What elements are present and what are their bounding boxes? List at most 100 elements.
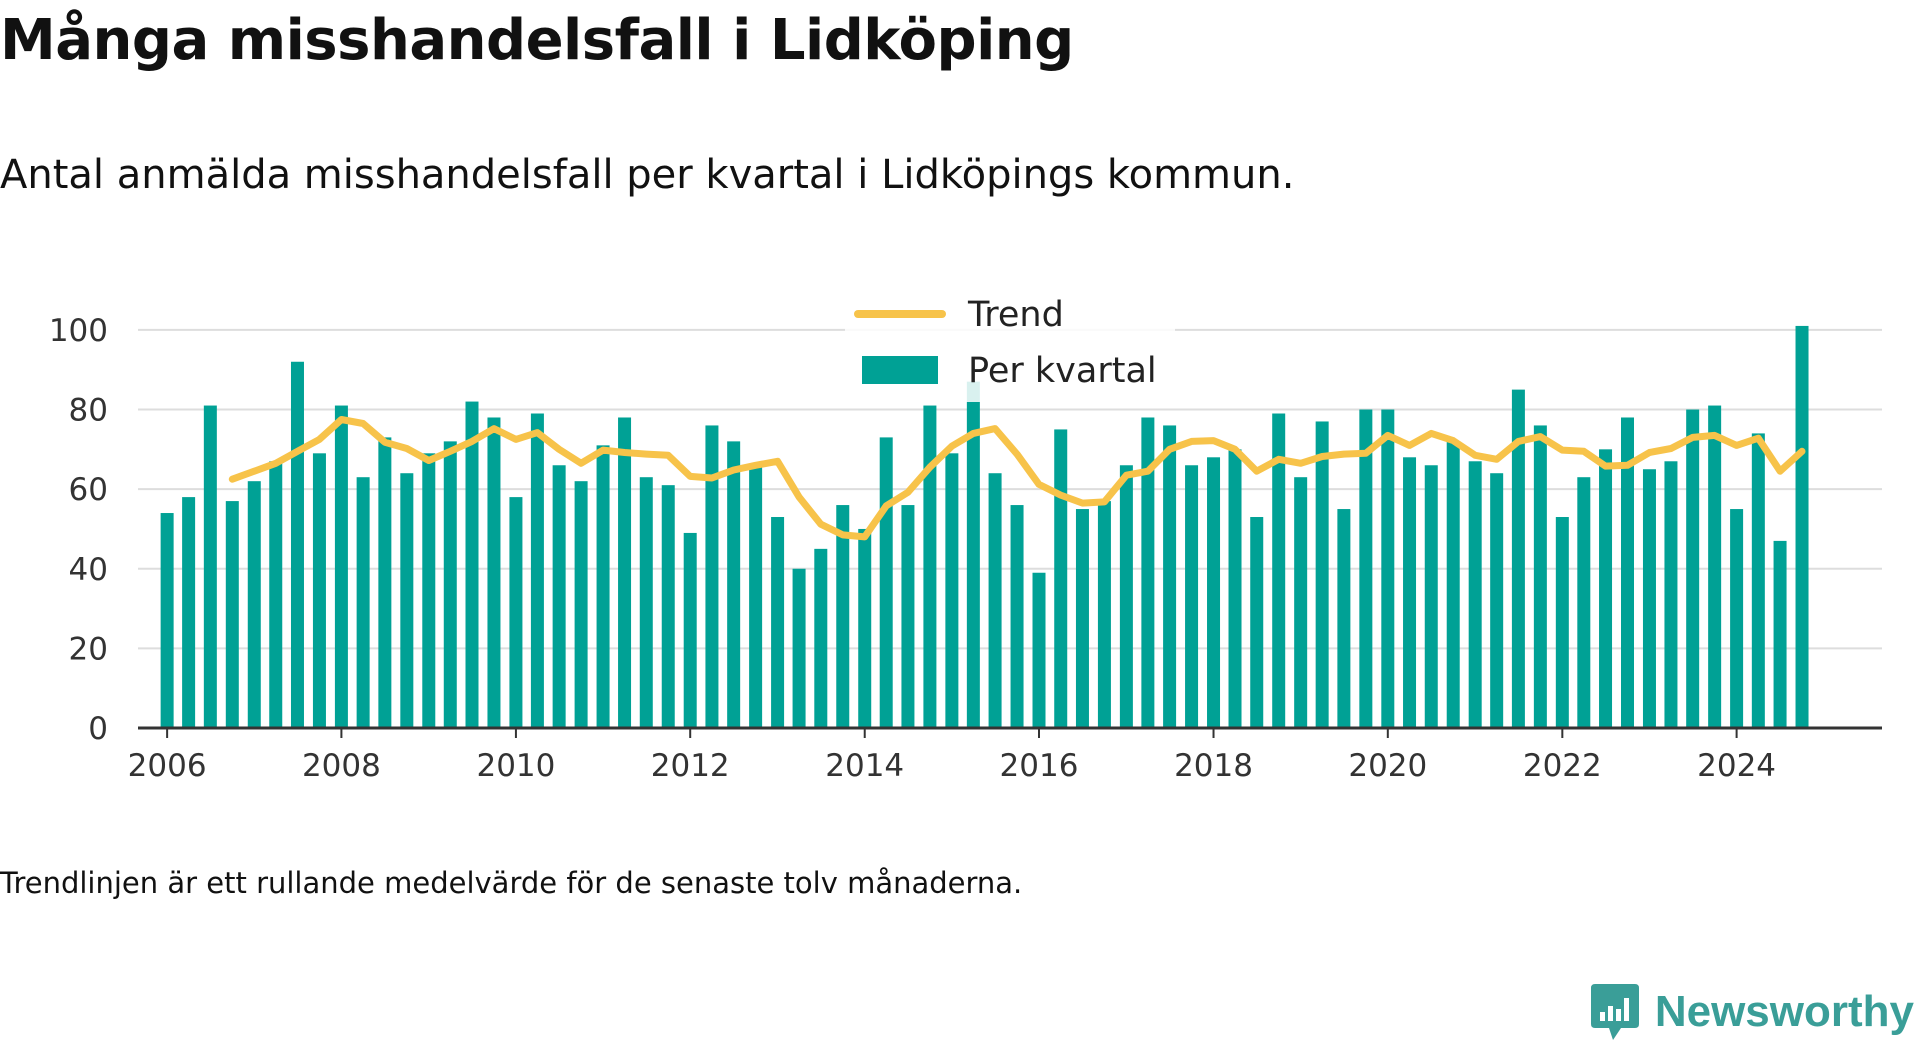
bar-per-kvartal[interactable] (1207, 457, 1221, 728)
bar-per-kvartal[interactable] (1010, 505, 1024, 728)
footnote: Trendlinjen är ett rullande medelvärde f… (0, 866, 1023, 900)
bar-per-kvartal[interactable] (1577, 477, 1591, 728)
bar-per-kvartal[interactable] (879, 437, 893, 728)
bar-per-kvartal[interactable] (858, 528, 872, 728)
y-tick-label: 80 (69, 393, 108, 429)
bar-per-kvartal[interactable] (1032, 572, 1046, 728)
brand-name: Newsworthy (1654, 987, 1914, 1036)
bar-per-kvartal[interactable] (618, 417, 632, 728)
bar-per-kvartal[interactable] (1119, 465, 1133, 728)
bar-per-kvartal[interactable] (1468, 461, 1482, 728)
bar-per-kvartal[interactable] (1533, 425, 1547, 728)
bar-per-kvartal[interactable] (1446, 441, 1460, 728)
bar-per-kvartal[interactable] (1555, 517, 1569, 728)
bar-per-kvartal[interactable] (574, 481, 588, 728)
bar-series (160, 325, 1809, 728)
bar-per-kvartal[interactable] (378, 437, 392, 728)
bar-per-kvartal[interactable] (356, 477, 370, 728)
bar-per-kvartal[interactable] (1424, 465, 1438, 728)
bar-per-kvartal[interactable] (661, 485, 675, 728)
bar-per-kvartal[interactable] (1642, 469, 1656, 728)
chart-subtitle: Antal anmälda misshandelsfall per kvarta… (0, 152, 1295, 198)
bar-per-kvartal[interactable] (1686, 409, 1700, 728)
bar-per-kvartal[interactable] (988, 473, 1002, 728)
legend-bar-swatch (862, 356, 938, 384)
bar-per-kvartal[interactable] (1490, 473, 1504, 728)
bar-per-kvartal[interactable] (1315, 421, 1329, 728)
bar-per-kvartal[interactable] (269, 461, 283, 728)
bar-per-kvartal[interactable] (1730, 509, 1744, 728)
bar-per-kvartal[interactable] (530, 413, 544, 728)
bar-per-kvartal[interactable] (901, 505, 915, 728)
bar-per-kvartal[interactable] (1795, 325, 1809, 728)
x-tick-label: 2020 (1348, 748, 1427, 784)
bar-per-kvartal[interactable] (1163, 425, 1177, 728)
bar-per-kvartal[interactable] (683, 532, 697, 728)
bar-per-kvartal[interactable] (836, 505, 850, 728)
x-tick-label: 2018 (1174, 748, 1253, 784)
axes: 0 20 40 60 80 100 2006 2008 2010 2012 2014 2016 2018… (49, 313, 1882, 784)
newsworthy-logo-icon (1590, 984, 1639, 1040)
bar-per-kvartal[interactable] (1294, 477, 1308, 728)
x-tick-label: 2022 (1523, 748, 1602, 784)
bar-per-kvartal[interactable] (923, 405, 937, 728)
bar-per-kvartal[interactable] (443, 441, 457, 728)
chart-area: 0 20 40 60 80 100 2006 2008 2010 2012 2014 2016 2018… (49, 290, 1882, 784)
legend[interactable]: Trend Per kvartal (845, 290, 1175, 402)
bar-per-kvartal[interactable] (596, 445, 610, 728)
bar-per-kvartal[interactable] (1751, 433, 1765, 728)
bar-per-kvartal[interactable] (203, 405, 217, 728)
bar-per-kvartal[interactable] (247, 481, 261, 728)
bar-per-kvartal[interactable] (1664, 461, 1678, 728)
brand[interactable]: Newsworthy (1589, 982, 1914, 1042)
trend-series (228, 416, 1806, 541)
bar-per-kvartal[interactable] (400, 473, 414, 728)
bar-per-kvartal[interactable] (334, 405, 348, 728)
bar-per-kvartal[interactable] (1511, 389, 1525, 728)
bar-per-kvartal[interactable] (312, 453, 326, 728)
bar-per-kvartal[interactable] (1403, 457, 1417, 728)
bar-per-kvartal[interactable] (1621, 417, 1635, 728)
bar-per-kvartal[interactable] (792, 568, 806, 728)
bar-per-kvartal[interactable] (1708, 405, 1722, 728)
x-tick-label: 2014 (825, 748, 904, 784)
bar-per-kvartal[interactable] (465, 401, 479, 728)
bar-per-kvartal[interactable] (1097, 501, 1111, 728)
bar-per-kvartal[interactable] (727, 441, 741, 728)
bar-per-kvartal[interactable] (1599, 449, 1613, 728)
bar-per-kvartal[interactable] (290, 361, 304, 728)
bar-per-kvartal[interactable] (487, 417, 501, 728)
bar-per-kvartal[interactable] (1337, 509, 1351, 728)
y-tick-label: 40 (69, 552, 108, 588)
legend-label-trend: Trend (967, 295, 1064, 335)
chart-title: Många misshandelsfall i Lidköping (0, 8, 1074, 73)
bar-per-kvartal[interactable] (1773, 540, 1787, 728)
bar-per-kvartal[interactable] (1075, 509, 1089, 728)
bar-per-kvartal[interactable] (1141, 417, 1155, 728)
bar-per-kvartal[interactable] (225, 501, 239, 728)
bar-per-kvartal[interactable] (509, 497, 523, 728)
trend-line[interactable] (228, 416, 1806, 541)
bar-per-kvartal[interactable] (1185, 465, 1199, 728)
bar-per-kvartal[interactable] (182, 497, 196, 728)
bar-per-kvartal[interactable] (966, 381, 980, 728)
bar-per-kvartal[interactable] (1228, 449, 1242, 728)
bar-per-kvartal[interactable] (422, 453, 436, 728)
bar-per-kvartal[interactable] (1381, 409, 1395, 728)
bar-per-kvartal[interactable] (1054, 429, 1068, 728)
bar-per-kvartal[interactable] (1272, 413, 1286, 728)
bar-per-kvartal[interactable] (705, 425, 719, 728)
bar-per-kvartal[interactable] (814, 548, 828, 728)
bar-per-kvartal[interactable] (552, 465, 566, 728)
x-tick-label: 2010 (476, 748, 555, 784)
x-tick-label: 2024 (1697, 748, 1776, 784)
bar-per-kvartal[interactable] (749, 465, 763, 728)
bar-per-kvartal[interactable] (1359, 409, 1373, 728)
bar-per-kvartal[interactable] (160, 513, 174, 728)
bar-per-kvartal[interactable] (945, 453, 959, 728)
bar-per-kvartal[interactable] (771, 517, 785, 728)
x-tick-label: 2012 (651, 748, 730, 784)
bar-per-kvartal[interactable] (1250, 517, 1264, 728)
bar-per-kvartal[interactable] (639, 477, 653, 728)
x-tick-label: 2016 (1000, 748, 1079, 784)
